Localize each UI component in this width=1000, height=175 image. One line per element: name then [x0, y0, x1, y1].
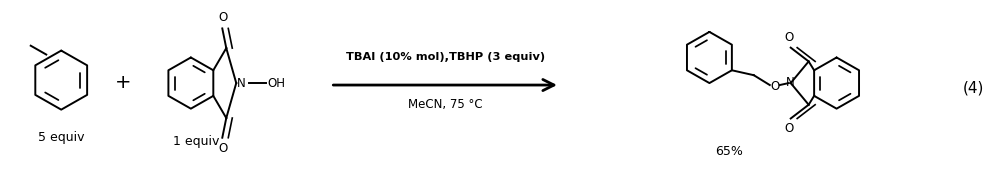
Text: 1 equiv: 1 equiv — [173, 135, 219, 148]
Text: O: O — [771, 79, 780, 93]
Text: MeCN, 75 °C: MeCN, 75 °C — [408, 98, 482, 111]
Text: N: N — [237, 77, 246, 90]
Text: O: O — [219, 142, 228, 155]
Text: (4): (4) — [963, 80, 984, 96]
Text: OH: OH — [267, 77, 285, 90]
Text: O: O — [784, 122, 793, 135]
Text: 5 equiv: 5 equiv — [38, 131, 84, 144]
Text: O: O — [219, 12, 228, 24]
Text: TBAI (10% mol),TBHP (3 equiv): TBAI (10% mol),TBHP (3 equiv) — [346, 52, 545, 62]
Text: O: O — [784, 31, 793, 44]
Text: 65%: 65% — [715, 145, 743, 158]
Text: +: + — [115, 73, 131, 92]
Text: N: N — [786, 76, 795, 89]
